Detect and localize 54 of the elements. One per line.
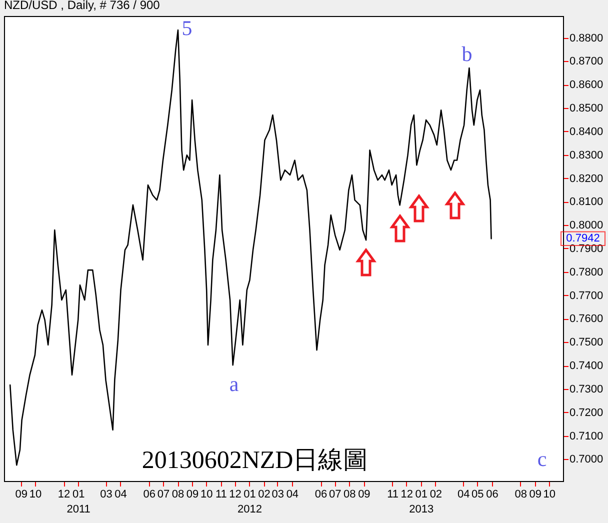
x-tick-label: 12 xyxy=(58,488,70,500)
y-tick-label: 0.8000 xyxy=(570,220,604,232)
y-tick-label: 0.8100 xyxy=(570,196,604,208)
annotation: 0.7942 xyxy=(566,232,600,245)
x-tick-label: 09 xyxy=(15,488,28,500)
y-tick-label: 0.7200 xyxy=(570,406,604,419)
y-tick-label: 0.7000 xyxy=(570,454,604,466)
y-tick-label: 0.7600 xyxy=(570,313,604,326)
x-tick-label: 02 xyxy=(430,488,442,500)
y-tick-label: 0.8600 xyxy=(570,79,604,92)
x-tick-label: 06 xyxy=(314,488,328,500)
x-tick-label: 03 xyxy=(272,488,284,500)
y-tick-label: 0.7900 xyxy=(570,243,604,255)
x-tick-label: 08 xyxy=(172,488,184,500)
x-tick-label: 08 xyxy=(344,488,356,500)
annotation: a xyxy=(229,372,240,396)
y-tick-label: 0.7800 xyxy=(570,266,604,278)
x-tick-label: 10 xyxy=(543,488,556,500)
x-tick-label: 07 xyxy=(157,488,170,500)
annotation: 20130602NZD日線圖 xyxy=(142,447,368,474)
x-tick-label: 09 xyxy=(358,488,370,500)
y-tick-label: 0.8400 xyxy=(570,126,604,138)
y-tick-label: 0.7100 xyxy=(570,430,604,442)
x-tick-label: 03 xyxy=(100,488,112,500)
x-tick-label: 09 xyxy=(186,488,199,500)
annotation: b xyxy=(462,42,472,66)
x-tick-label: 10 xyxy=(29,488,42,500)
x-tick-label: 04 xyxy=(457,488,470,500)
y-tick-label: 0.8700 xyxy=(570,56,604,68)
y-tick-label: 0.8200 xyxy=(570,172,604,185)
x-tick-label: 06 xyxy=(143,488,156,500)
x-tick-label: 10 xyxy=(200,488,213,500)
x-tick-label: 11 xyxy=(215,488,227,500)
x-tick-label: 12 xyxy=(400,488,413,500)
x-tick-label: 12 xyxy=(229,488,242,500)
x-tick-label: 09 xyxy=(529,488,542,500)
x-tick-label: 05 xyxy=(472,488,484,500)
y-tick-label: 0.7400 xyxy=(570,360,604,372)
x-tick-label: 07 xyxy=(328,488,342,500)
x-tick-label: 04 xyxy=(286,488,299,500)
y-tick-label: 0.7700 xyxy=(570,290,604,302)
x-tick-label: 06 xyxy=(486,488,498,500)
y-tick-label: 0.8300 xyxy=(570,149,604,162)
y-tick-label: 0.8800 xyxy=(570,32,604,44)
chart-title: NZD/USD , Daily, # 736 / 900 xyxy=(4,0,160,12)
annotation: c xyxy=(537,447,547,471)
x-tick-label: 08 xyxy=(514,488,527,500)
x-tick-label: 04 xyxy=(114,488,127,500)
x-tick-label: 11 xyxy=(387,488,399,500)
annotation: 5 xyxy=(182,16,192,40)
y-tick-label: 0.8500 xyxy=(570,102,604,115)
x-tick-label: 02 xyxy=(258,488,270,500)
y-tick-label: 0.7300 xyxy=(570,383,604,396)
y-tick-label: 0.7500 xyxy=(570,336,604,349)
